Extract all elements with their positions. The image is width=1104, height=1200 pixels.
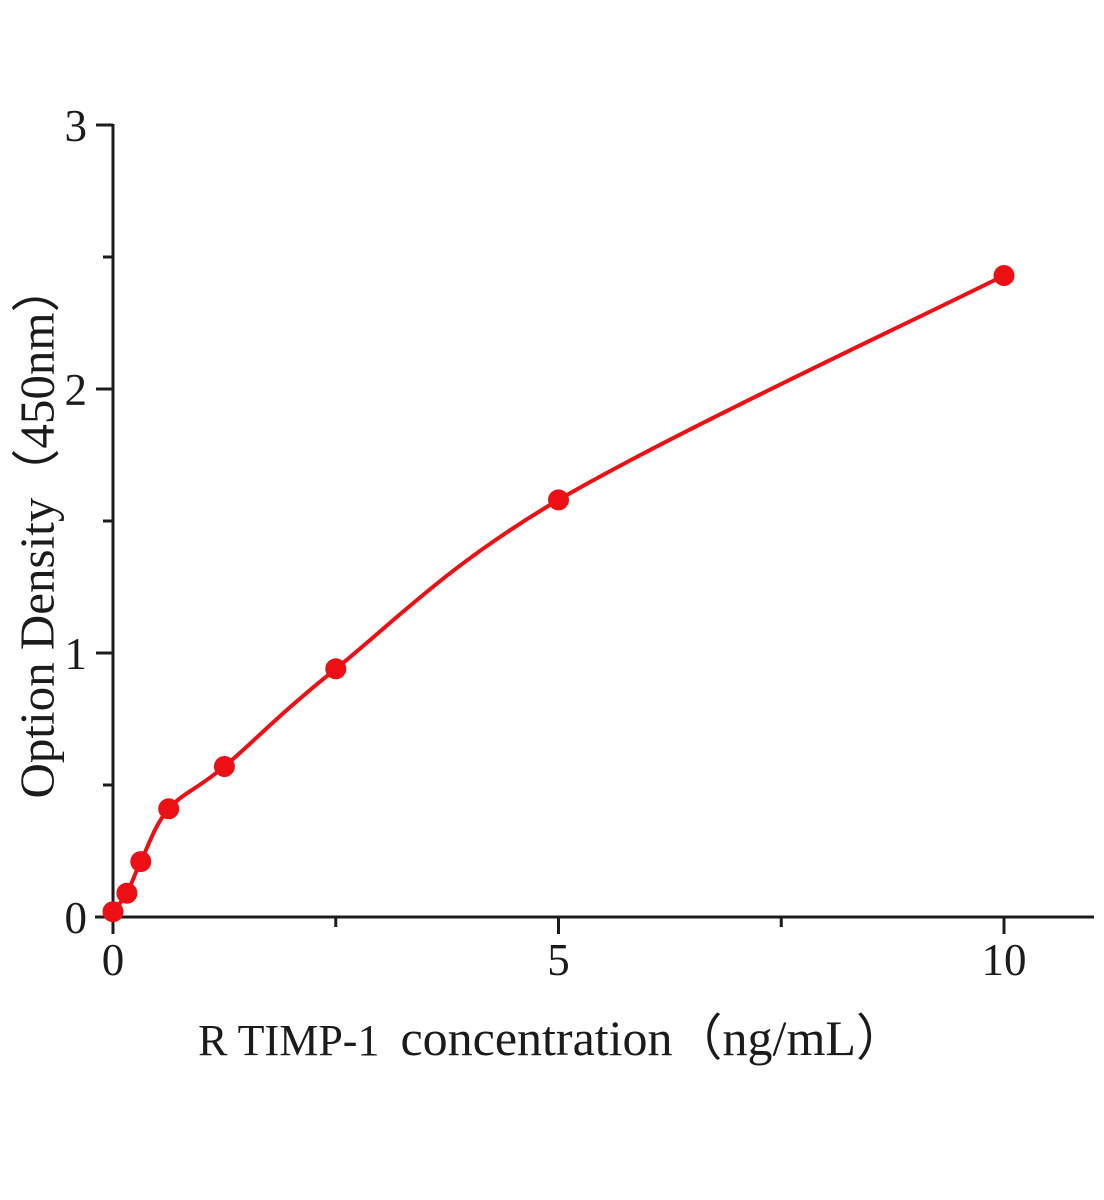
fit-curve <box>111 273 1006 914</box>
y-tick-label: 3 <box>65 101 88 151</box>
x-tick-label: 5 <box>547 935 570 985</box>
x-tick-label: 10 <box>982 935 1027 985</box>
data-point <box>158 798 180 820</box>
data-point <box>548 489 569 511</box>
y-axis-title: Option Density（450nm） <box>9 263 65 799</box>
x-axis-title: R TIMP-1 concentration（ng/mL） <box>0 998 1104 1070</box>
y-tick-label: 2 <box>65 365 88 415</box>
x-axis-title-analyte: R TIMP-1 <box>198 1016 380 1065</box>
data-point <box>102 901 124 923</box>
y-tick-label: 1 <box>65 629 88 679</box>
data-point <box>130 851 152 873</box>
data-point <box>116 882 138 904</box>
data-point <box>325 658 347 680</box>
y-tick-label: 0 <box>65 893 88 943</box>
x-tick-label: 0 <box>102 935 125 985</box>
data-point <box>993 265 1015 286</box>
x-axis-title-text: concentration（ng/mL） <box>400 1010 906 1066</box>
data-point <box>213 756 235 777</box>
